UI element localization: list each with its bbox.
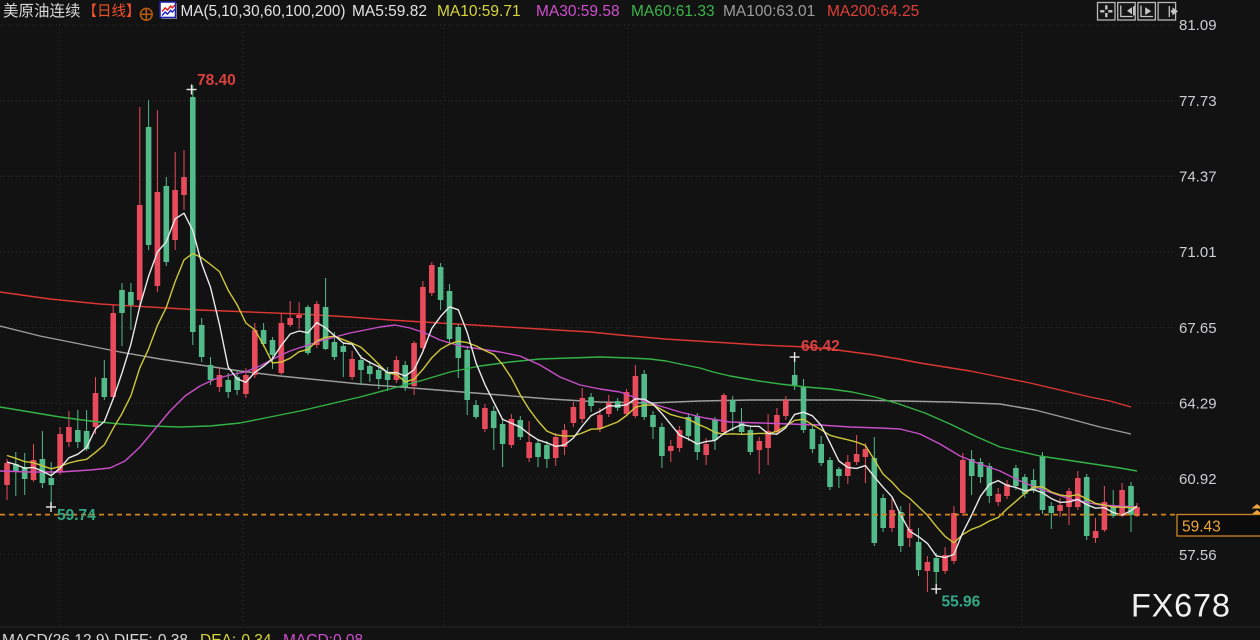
svg-text:57.56: 57.56 — [1179, 547, 1217, 564]
svg-text:MA30:59.58: MA30:59.58 — [536, 3, 620, 20]
svg-text:81.09: 81.09 — [1179, 17, 1217, 34]
svg-text:MA200:64.25: MA200:64.25 — [827, 3, 919, 20]
svg-text:64.29: 64.29 — [1179, 395, 1217, 412]
svg-text:71.01: 71.01 — [1179, 244, 1217, 261]
svg-text:59.43: 59.43 — [1182, 519, 1221, 536]
svg-text:MA60:61.33: MA60:61.33 — [631, 3, 715, 20]
svg-text:67.65: 67.65 — [1179, 320, 1217, 337]
svg-text:MACD(26,12,9) DIFF:-0.38: MACD(26,12,9) DIFF:-0.38 — [2, 632, 188, 640]
svg-text:MACD:0.08: MACD:0.08 — [283, 632, 363, 640]
svg-text:美原油连续: 美原油连续 — [3, 2, 81, 20]
svg-text:MA100:63.01: MA100:63.01 — [723, 3, 815, 20]
svg-text:【日线】: 【日线】 — [83, 3, 141, 20]
svg-text:DEA:-0.34: DEA:-0.34 — [200, 632, 272, 640]
svg-text:77.73: 77.73 — [1179, 93, 1217, 110]
svg-text:60.92: 60.92 — [1179, 471, 1217, 488]
svg-text:74.37: 74.37 — [1179, 169, 1217, 186]
svg-text:55.96: 55.96 — [942, 594, 981, 611]
svg-text:MA10:59.71: MA10:59.71 — [437, 3, 521, 20]
svg-text:MA5:59.82: MA5:59.82 — [352, 3, 427, 20]
svg-text:MA(5,10,30,60,100,200): MA(5,10,30,60,100,200) — [181, 3, 346, 20]
svg-text:59.74: 59.74 — [57, 507, 96, 524]
svg-text:66.42: 66.42 — [801, 338, 840, 355]
svg-text:FX678: FX678 — [1131, 588, 1231, 624]
svg-text:78.40: 78.40 — [197, 72, 236, 89]
